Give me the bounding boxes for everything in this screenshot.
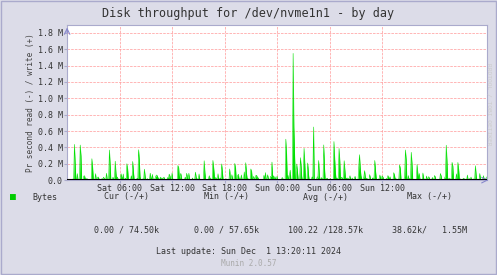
Text: Munin 2.0.57: Munin 2.0.57 — [221, 259, 276, 268]
Text: 100.22 /128.57k: 100.22 /128.57k — [288, 226, 363, 235]
Text: 0.00 / 74.50k: 0.00 / 74.50k — [94, 226, 159, 235]
Text: Max (-/+): Max (-/+) — [408, 192, 452, 202]
Text: Disk throughput for /dev/nvme1n1 - by day: Disk throughput for /dev/nvme1n1 - by da… — [102, 7, 395, 20]
Y-axis label: Pr second read (-) / write (+): Pr second read (-) / write (+) — [26, 33, 35, 172]
Text: 0.00 / 57.65k: 0.00 / 57.65k — [194, 226, 258, 235]
Text: ■: ■ — [10, 192, 16, 202]
Text: Min (-/+): Min (-/+) — [204, 192, 248, 202]
Text: Bytes: Bytes — [32, 192, 57, 202]
Text: Avg (-/+): Avg (-/+) — [303, 192, 348, 202]
Text: 38.62k/   1.55M: 38.62k/ 1.55M — [393, 226, 467, 235]
Text: Last update: Sun Dec  1 13:20:11 2024: Last update: Sun Dec 1 13:20:11 2024 — [156, 248, 341, 257]
Text: Cur (-/+): Cur (-/+) — [104, 192, 149, 202]
Text: RRDTOOL / TOBI OETIKER: RRDTOOL / TOBI OETIKER — [486, 63, 491, 146]
